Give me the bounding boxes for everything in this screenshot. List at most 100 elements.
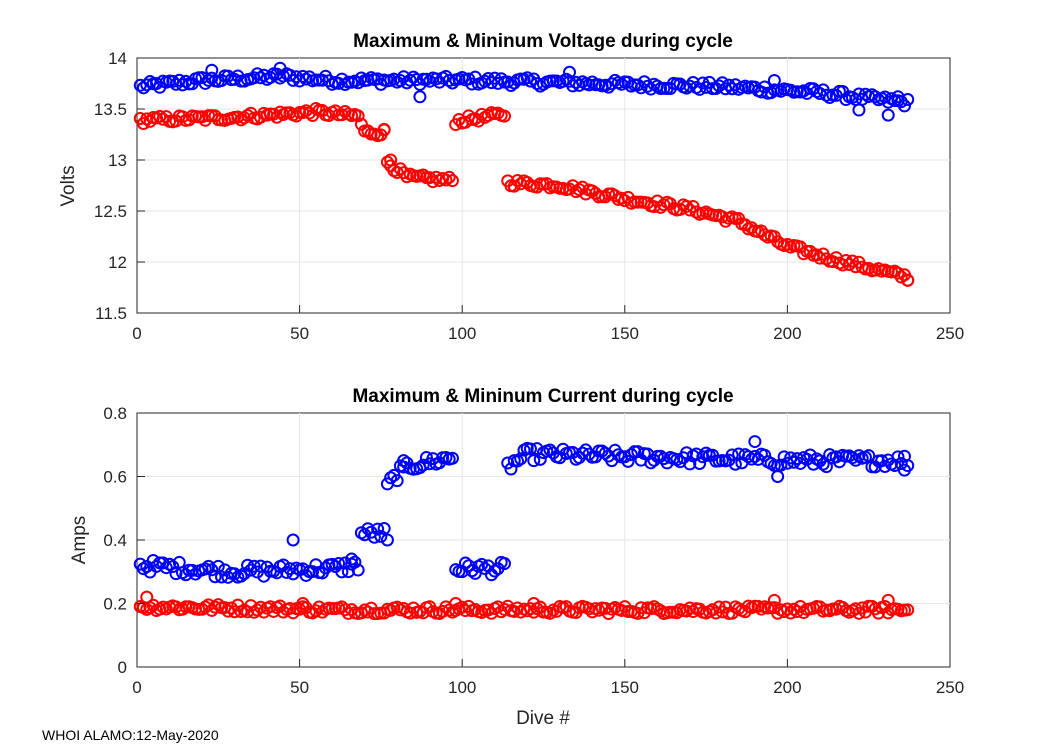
current-data-point [371, 522, 385, 536]
voltage-data-point [852, 103, 866, 117]
voltage-data-point [881, 95, 895, 109]
voltage-x-tick-label: 50 [290, 324, 309, 343]
voltage-data-point [680, 199, 694, 213]
voltage-plot-area [136, 57, 951, 314]
current-data-point [891, 450, 905, 464]
current-data-point [816, 457, 830, 471]
current-data-point [208, 600, 222, 614]
voltage-y-tick-label: 13.5 [94, 100, 127, 119]
voltage-data-point [618, 194, 632, 208]
current-data-point [774, 458, 788, 472]
current-x-tick-label: 250 [936, 678, 964, 697]
current-data-point [527, 597, 541, 610]
current-axes: 0 50 100 150 200 250 0 0.2 0.4 0.6 0.8 Maximum & M… [69, 386, 964, 729]
voltage-data-point [881, 108, 895, 122]
current-data-point [709, 606, 723, 620]
current-data-point [582, 602, 596, 616]
current-data-point [543, 606, 557, 620]
current-y-tick-label: 0.4 [103, 531, 127, 550]
voltage-data-point [569, 75, 583, 89]
voltage-data-point [767, 73, 781, 87]
current-data-point [543, 443, 557, 457]
voltage-data-point [868, 90, 882, 104]
voltage-chart-title: Maximum & Mininum Voltage during cycle [353, 31, 733, 52]
current-x-tick-label: 50 [290, 678, 309, 697]
voltage-data-point [273, 105, 287, 119]
voltage-x-tick-label: 200 [773, 324, 801, 343]
current-data-point [901, 603, 915, 617]
current-data-point [286, 533, 300, 547]
current-data-point [374, 529, 388, 543]
voltage-data-point [361, 73, 375, 87]
current-data-point [296, 597, 310, 610]
current-data-point [169, 600, 183, 614]
current-data-point [159, 561, 173, 575]
voltage-data-point [354, 117, 368, 131]
current-data-point [771, 470, 785, 483]
voltage-data-point [803, 244, 817, 258]
current-data-point [683, 457, 697, 471]
current-data-point [211, 598, 225, 612]
voltage-y-tick-label: 13 [108, 151, 127, 170]
current-data-point [894, 456, 908, 470]
voltage-data-point [582, 78, 596, 92]
current-y-axis-label: Amps [69, 516, 90, 565]
current-series-min [133, 590, 915, 621]
current-data-point [458, 556, 472, 570]
current-data-point [185, 563, 199, 577]
voltage-x-tick-label: 0 [132, 324, 141, 343]
voltage-data-point [393, 162, 407, 176]
current-data-point [169, 567, 183, 581]
voltage-series-max [133, 61, 915, 122]
current-data-point [361, 522, 375, 536]
current-data-point [624, 448, 638, 462]
current-data-point [829, 602, 843, 616]
voltage-y-tick-label: 14 [108, 49, 127, 68]
voltage-data-point [608, 189, 622, 203]
current-y-tick-label: 0 [118, 658, 127, 677]
voltage-data-point [176, 78, 190, 92]
voltage-data-point [598, 190, 612, 204]
voltage-x-tick-label: 150 [611, 324, 639, 343]
voltage-data-point [254, 71, 268, 85]
voltage-data-point [897, 99, 911, 113]
current-data-point [228, 567, 242, 581]
voltage-data-point [823, 91, 837, 105]
current-data-point [784, 606, 798, 620]
voltage-y-tick-label: 12.5 [94, 202, 127, 221]
voltage-data-point [891, 90, 905, 104]
voltage-data-point [465, 77, 479, 91]
voltage-data-point [764, 86, 778, 100]
current-data-point [384, 471, 398, 485]
current-data-point [367, 530, 381, 544]
current-tick-labels: 0 50 100 150 200 250 0 0.2 0.4 0.6 0.8 [103, 404, 964, 697]
current-data-point [553, 451, 567, 465]
x-axis-label: Dive # [516, 708, 570, 729]
voltage-data-point [693, 82, 707, 96]
voltage-y-axis-label: Volts [58, 165, 79, 206]
current-data-point [693, 456, 707, 470]
current-data-point [514, 452, 528, 466]
current-data-point [299, 568, 313, 582]
current-markers [133, 435, 915, 621]
voltage-data-point [221, 69, 235, 83]
voltage-data-point [572, 78, 586, 92]
voltage-tick-labels: 0 50 100 150 200 250 11.5 12 12.5 13 13.5 14 [94, 49, 964, 343]
voltage-data-point [176, 110, 190, 124]
voltage-data-point [195, 110, 209, 124]
current-data-point [276, 605, 290, 619]
voltage-data-point [615, 191, 629, 205]
current-data-point [221, 604, 235, 618]
voltage-data-point [641, 79, 655, 93]
current-data-point [845, 451, 859, 465]
current-data-point [533, 452, 547, 466]
current-data-point [276, 558, 290, 572]
voltage-data-point [797, 247, 811, 261]
voltage-data-point [354, 71, 368, 85]
current-data-point [527, 454, 541, 468]
current-x-tick-label: 0 [132, 678, 141, 697]
voltage-markers [133, 61, 915, 287]
voltage-data-point [494, 72, 508, 86]
voltage-data-point [471, 114, 485, 128]
current-data-point [419, 450, 433, 464]
